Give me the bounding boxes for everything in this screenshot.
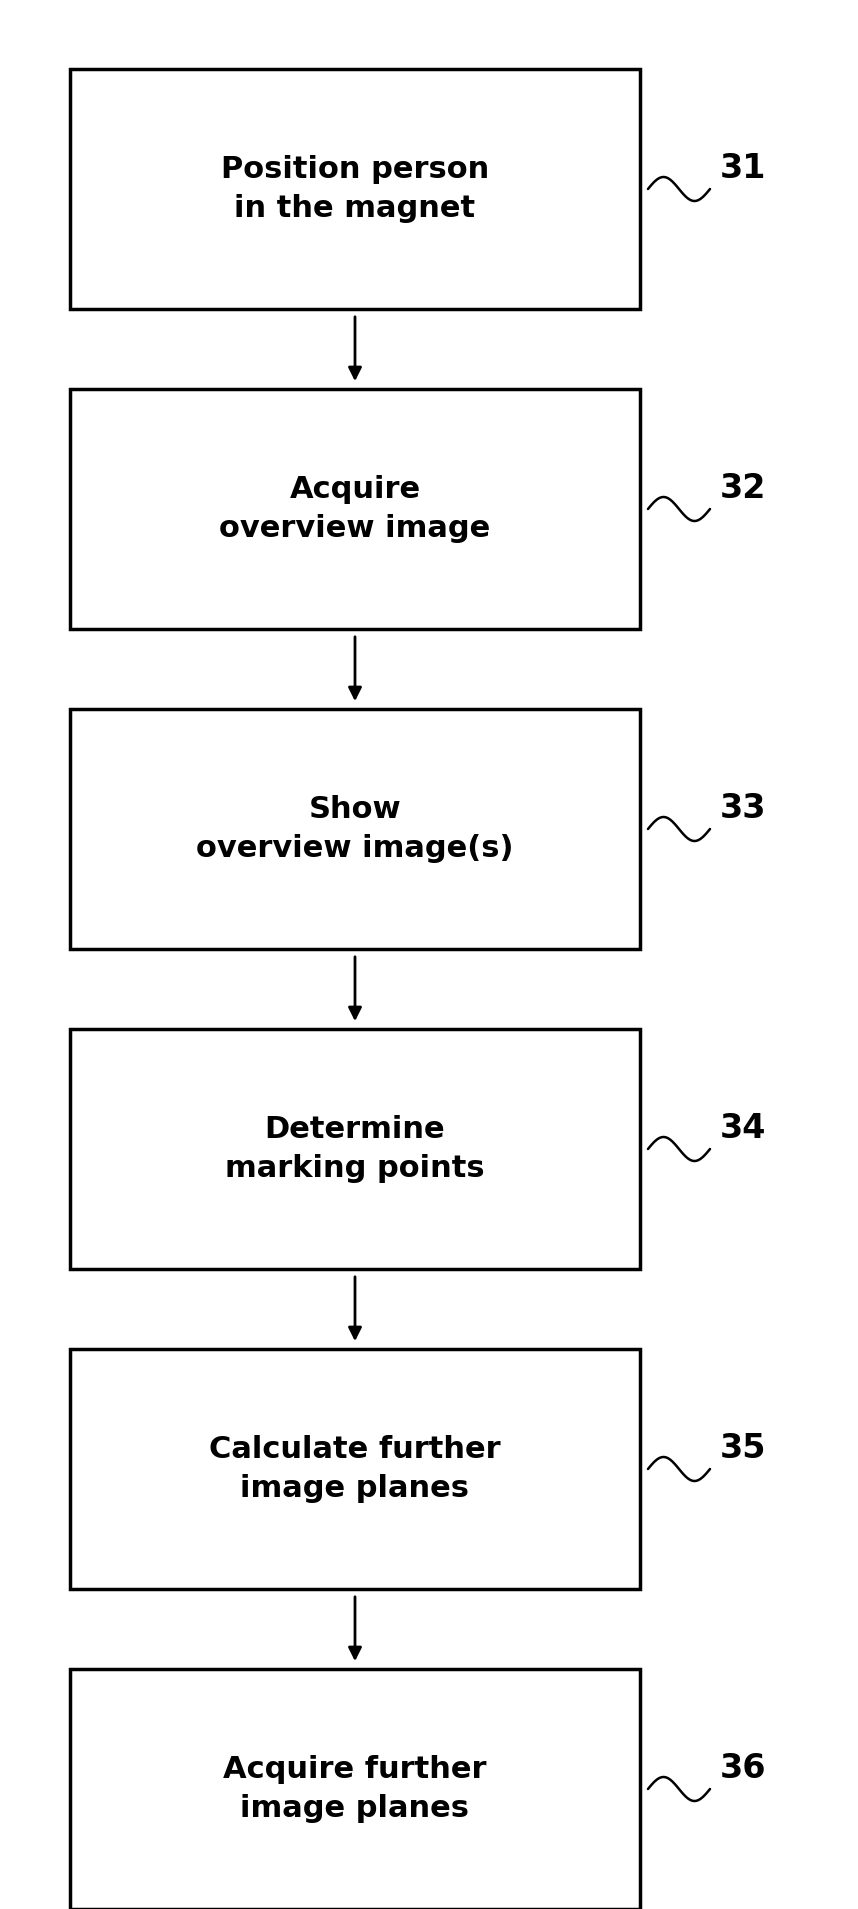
Text: 36: 36 (720, 1752, 766, 1785)
Text: 31: 31 (720, 153, 766, 185)
Bar (70, 69, 640, 309)
Text: Acquire further
image planes: Acquire further image planes (223, 1756, 486, 1823)
Bar (70, 708, 640, 949)
Text: 32: 32 (720, 473, 766, 506)
Text: 34: 34 (720, 1113, 766, 1145)
Text: Calculate further
image planes: Calculate further image planes (209, 1436, 501, 1502)
Text: 33: 33 (720, 792, 766, 825)
Text: Acquire
overview image: Acquire overview image (220, 475, 491, 542)
Bar (70, 1029, 640, 1269)
Text: Determine
marking points: Determine marking points (225, 1115, 485, 1182)
Bar (70, 389, 640, 628)
Text: 35: 35 (720, 1432, 766, 1466)
Text: Show
overview image(s): Show overview image(s) (196, 796, 514, 863)
Bar (70, 1668, 640, 1909)
Text: Position person
in the magnet: Position person in the magnet (221, 155, 489, 223)
Bar (70, 1350, 640, 1588)
